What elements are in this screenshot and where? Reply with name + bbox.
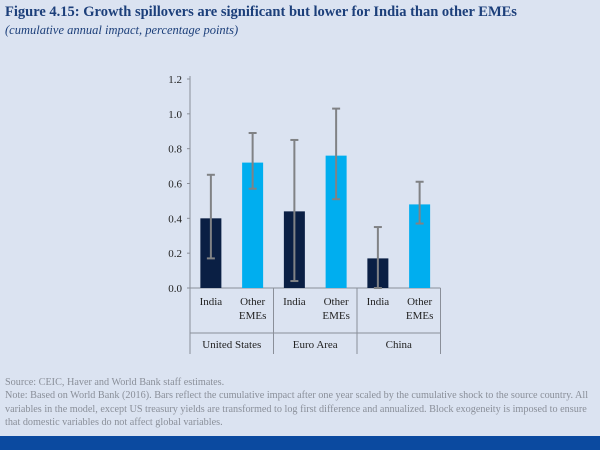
category-label: India bbox=[367, 296, 390, 308]
category-label: India bbox=[200, 296, 223, 308]
bar-other bbox=[242, 162, 264, 288]
category-label: Other bbox=[407, 296, 432, 308]
footer: Source: CEIC, Haver and World Bank staff… bbox=[5, 376, 595, 430]
chart-note: Note: Based on World Bank (2016). Bars r… bbox=[5, 390, 589, 429]
category-label: EMEs bbox=[239, 310, 267, 322]
figure-subtitle: (cumulative annual impact, percentage po… bbox=[5, 23, 239, 37]
y-tick-label: 0.0 bbox=[168, 283, 182, 295]
y-tick-label: 0.6 bbox=[168, 179, 182, 191]
bar-other bbox=[409, 204, 431, 288]
bar-chart: 0.0 0.2 0.4 0.6 0.8 1.0 1.2 United States India O… bbox=[168, 74, 441, 354]
group-label: Euro Area bbox=[293, 339, 338, 351]
category-label: India bbox=[283, 296, 306, 308]
y-tick-label: 1.0 bbox=[168, 109, 182, 121]
y-tick-label: 0.2 bbox=[168, 248, 182, 260]
figure-title: Figure 4.15: Growth spillovers are signi… bbox=[5, 4, 517, 20]
category-label: Other bbox=[324, 296, 349, 308]
category-label: EMEs bbox=[322, 310, 350, 322]
category-label: EMEs bbox=[406, 310, 434, 322]
source-note: Source: CEIC, Haver and World Bank staff… bbox=[5, 377, 225, 388]
y-tick-label: 0.8 bbox=[168, 144, 182, 156]
group-label: China bbox=[386, 339, 412, 351]
bar-other bbox=[325, 155, 347, 288]
category-label: Other bbox=[240, 296, 265, 308]
y-tick-label: 1.2 bbox=[168, 74, 182, 86]
bottom-bar bbox=[0, 436, 600, 450]
group-label: United States bbox=[202, 339, 261, 351]
y-tick-label: 0.4 bbox=[168, 213, 182, 225]
